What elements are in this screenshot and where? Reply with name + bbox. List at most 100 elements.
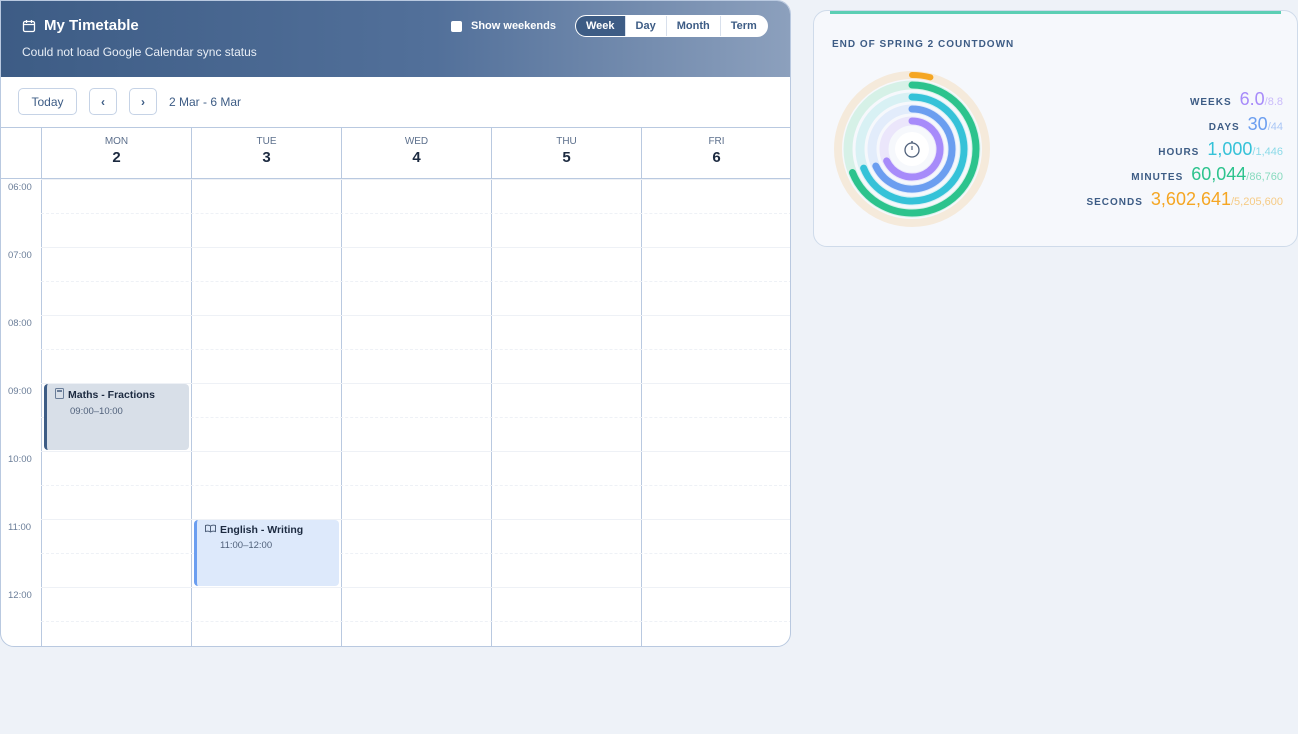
stat-days: DAYS 30/44 — [1086, 114, 1283, 139]
stat-weeks: WEEKS 6.0/8.8 — [1086, 89, 1283, 114]
view-month-button[interactable]: Month — [665, 16, 720, 36]
stat-value: 1,000 — [1207, 139, 1253, 159]
event-time: 11:00–12:00 — [220, 540, 273, 551]
day-header-tue: TUE 3 — [191, 128, 341, 180]
prev-week-button[interactable]: ‹ — [89, 88, 117, 115]
stat-value: 3,602,641 — [1150, 189, 1231, 209]
stat-total: /86,760 — [1246, 171, 1283, 183]
grid-line — [41, 349, 790, 350]
day-number: 3 — [262, 149, 271, 166]
grid-line — [41, 383, 790, 384]
day-header-thu: THU 5 — [491, 128, 641, 180]
grid-line — [41, 315, 790, 316]
countdown-accent-bar — [830, 11, 1281, 14]
stat-total: /1,446 — [1252, 146, 1283, 158]
day-number: 5 — [562, 149, 571, 166]
day-name: FRI — [708, 136, 725, 147]
calculator-icon — [55, 388, 64, 402]
time-label: 10:00 — [8, 454, 32, 465]
grid-line — [41, 213, 790, 214]
calendar-toolbar: Today ‹ › 2 Mar - 6 Mar — [1, 77, 790, 127]
stat-value: 30 — [1247, 114, 1268, 134]
time-label: 09:00 — [8, 386, 32, 397]
event-title: Maths - Fractions — [68, 389, 155, 401]
page-title: My Timetable — [22, 17, 139, 34]
grid-line — [41, 621, 790, 622]
chevron-left-icon: ‹ — [101, 94, 105, 109]
column-divider — [491, 179, 492, 646]
timetable-card: My Timetable Could not load Google Calen… — [0, 0, 791, 647]
day-name: THU — [556, 136, 577, 147]
stat-total: /5,205,600 — [1231, 196, 1283, 208]
column-divider — [341, 179, 342, 646]
stat-seconds: SECONDS 3,602,641/5,205,600 — [1086, 189, 1283, 214]
view-day-button[interactable]: Day — [624, 16, 666, 36]
ring-minutes — [848, 81, 980, 217]
day-header-row: MON 2 TUE 3 WED 4 THU 5 FRI 6 — [1, 127, 790, 180]
ring-days — [872, 105, 956, 193]
event-time: 09:00–10:00 — [70, 406, 123, 417]
title-text: My Timetable — [44, 17, 139, 34]
day-header-wed: WED 4 — [341, 128, 491, 180]
grid-line — [41, 485, 790, 486]
grid-line — [41, 417, 790, 418]
stat-label: DAYS — [1208, 122, 1240, 133]
ring-hours — [860, 93, 968, 205]
countdown-stats: WEEKS 6.0/8.8 DAYS 30/44 HOURS 1,000/1,446 MIN… — [1086, 89, 1283, 214]
time-label: 07:00 — [8, 250, 32, 261]
column-divider — [191, 179, 192, 646]
today-button[interactable]: Today — [18, 88, 77, 115]
time-label: 08:00 — [8, 318, 32, 329]
stopwatch-icon — [904, 141, 920, 158]
view-term-button[interactable]: Term — [719, 16, 767, 36]
time-grid: 06:00 07:00 08:00 09:00 10:00 11:00 12:00 Maths… — [1, 179, 790, 646]
grid-line — [41, 451, 790, 452]
stat-label: MINUTES — [1131, 172, 1184, 183]
column-divider — [41, 179, 42, 646]
stat-label: WEEKS — [1189, 97, 1232, 108]
stat-label: HOURS — [1158, 147, 1200, 158]
stat-label: SECONDS — [1086, 197, 1143, 208]
day-header-fri: FRI 6 — [641, 128, 790, 180]
ring-weeks — [883, 117, 944, 181]
chevron-right-icon: › — [141, 94, 145, 109]
countdown-rings — [834, 71, 990, 227]
stat-value: 6.0 — [1239, 89, 1265, 109]
grid-line — [41, 247, 790, 248]
day-name: WED — [404, 136, 429, 147]
stat-value: 60,044 — [1191, 164, 1247, 184]
show-weekends-toggle[interactable]: Show weekends — [451, 20, 556, 32]
view-switcher: Week Day Month Term — [575, 15, 768, 37]
view-week-button[interactable]: Week — [576, 16, 625, 36]
day-name: MON — [104, 136, 129, 147]
grid-line — [41, 179, 790, 180]
book-icon — [205, 524, 216, 536]
calendar-event[interactable]: Maths - Fractions 09:00–10:00 — [44, 384, 189, 450]
time-label: 12:00 — [8, 590, 32, 601]
event-title: English - Writing — [220, 524, 304, 536]
calendar-event[interactable]: English - Writing 11:00–12:00 — [194, 520, 339, 586]
grid-line — [41, 281, 790, 282]
grid-line — [41, 553, 790, 554]
stat-total: /8.8 — [1264, 96, 1283, 108]
calendar-icon — [22, 19, 36, 32]
time-label: 11:00 — [8, 522, 32, 533]
countdown-card: END OF SPRING 2 COUNTDOWN WEEKS 6.0/8.8 DA… — [813, 10, 1298, 247]
next-week-button[interactable]: › — [129, 88, 157, 115]
timetable-header: My Timetable Could not load Google Calen… — [1, 1, 790, 77]
stat-total: /44 — [1267, 121, 1283, 133]
sync-status: Could not load Google Calendar sync stat… — [22, 45, 257, 59]
ring-seconds — [909, 72, 934, 81]
day-name: TUE — [256, 136, 277, 147]
date-range: 2 Mar - 6 Mar — [169, 95, 242, 109]
grid-line — [41, 587, 790, 588]
stat-minutes: MINUTES 60,044/86,760 — [1086, 164, 1283, 189]
day-header-mon: MON 2 — [41, 128, 191, 180]
stat-hours: HOURS 1,000/1,446 — [1086, 139, 1283, 164]
countdown-title: END OF SPRING 2 COUNTDOWN — [832, 39, 1015, 50]
day-number: 6 — [712, 149, 721, 166]
show-weekends-checkbox[interactable] — [451, 20, 462, 32]
day-number: 4 — [412, 149, 421, 166]
column-divider — [641, 179, 642, 646]
day-number: 2 — [112, 149, 121, 166]
